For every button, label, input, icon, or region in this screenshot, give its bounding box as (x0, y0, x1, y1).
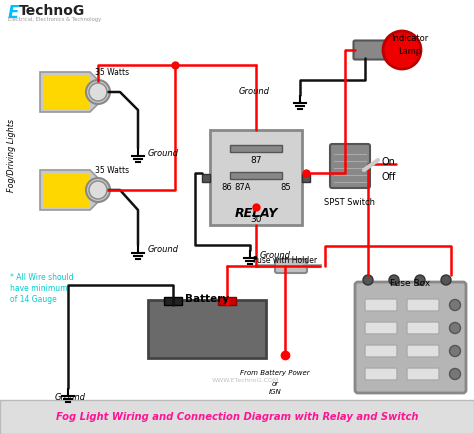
Text: Ground: Ground (148, 246, 179, 254)
Text: Electrical, Electronics & Technology: Electrical, Electronics & Technology (8, 17, 101, 22)
FancyBboxPatch shape (230, 172, 282, 179)
FancyBboxPatch shape (218, 297, 236, 305)
Text: Lamp: Lamp (398, 47, 422, 56)
Text: 85: 85 (280, 183, 291, 192)
Text: From Battery Power: From Battery Power (240, 370, 310, 376)
Text: 86: 86 (221, 183, 232, 192)
Circle shape (441, 275, 451, 285)
Text: E: E (8, 4, 19, 22)
FancyBboxPatch shape (365, 322, 397, 334)
Circle shape (389, 275, 399, 285)
FancyBboxPatch shape (230, 145, 282, 152)
Text: of 14 Gauge: of 14 Gauge (10, 295, 57, 304)
Text: have minimum: have minimum (10, 284, 67, 293)
Text: 35 Watts: 35 Watts (95, 68, 129, 77)
FancyBboxPatch shape (365, 368, 397, 380)
FancyBboxPatch shape (407, 368, 439, 380)
FancyBboxPatch shape (407, 322, 439, 334)
Text: 30: 30 (250, 215, 262, 224)
Circle shape (449, 299, 461, 310)
FancyBboxPatch shape (365, 345, 397, 357)
Text: Ground: Ground (239, 88, 270, 96)
Text: or: or (272, 381, 279, 387)
Circle shape (449, 345, 461, 356)
Polygon shape (43, 173, 90, 207)
Text: Ground: Ground (148, 148, 179, 158)
Polygon shape (40, 72, 98, 112)
Circle shape (89, 83, 107, 101)
FancyBboxPatch shape (354, 40, 389, 59)
Text: Indicator: Indicator (392, 34, 428, 43)
Text: Fuse Box: Fuse Box (391, 279, 430, 288)
Circle shape (89, 181, 107, 199)
Text: WWW.ETechnoG.COM: WWW.ETechnoG.COM (369, 352, 428, 358)
FancyBboxPatch shape (330, 144, 370, 188)
Text: Fog Light Wiring and Connection Diagram with Relay and Switch: Fog Light Wiring and Connection Diagram … (56, 412, 418, 422)
FancyBboxPatch shape (407, 299, 439, 311)
Polygon shape (43, 75, 90, 109)
Circle shape (86, 178, 110, 202)
Circle shape (363, 275, 373, 285)
Text: On: On (382, 157, 396, 167)
FancyBboxPatch shape (407, 345, 439, 357)
Polygon shape (40, 170, 98, 210)
Text: Battery: Battery (185, 294, 229, 304)
Text: Ground: Ground (55, 394, 86, 402)
Text: Fuse with Holder: Fuse with Holder (253, 256, 317, 265)
Text: * All Wire should: * All Wire should (10, 273, 73, 282)
Circle shape (86, 80, 110, 104)
Text: TechnoG: TechnoG (19, 4, 85, 18)
Circle shape (415, 275, 425, 285)
FancyBboxPatch shape (355, 282, 466, 393)
Text: 35 Watts: 35 Watts (95, 166, 129, 175)
FancyBboxPatch shape (148, 300, 266, 358)
FancyBboxPatch shape (202, 174, 210, 181)
Text: Ground: Ground (260, 250, 291, 260)
FancyBboxPatch shape (365, 299, 397, 311)
Text: 87: 87 (250, 156, 262, 165)
Text: Off: Off (382, 172, 396, 182)
Text: RELAY: RELAY (234, 207, 278, 220)
Text: Fog/Driving Lights: Fog/Driving Lights (8, 118, 17, 191)
FancyBboxPatch shape (302, 174, 310, 181)
FancyBboxPatch shape (275, 259, 307, 273)
Circle shape (383, 31, 421, 69)
FancyBboxPatch shape (164, 297, 182, 305)
Text: SPST Switch: SPST Switch (325, 198, 375, 207)
Text: IGN: IGN (269, 389, 282, 395)
FancyBboxPatch shape (0, 400, 474, 434)
Circle shape (449, 322, 461, 333)
Circle shape (449, 368, 461, 379)
FancyBboxPatch shape (210, 130, 302, 225)
Text: WWW.ETechnoG.COM: WWW.ETechnoG.COM (211, 378, 279, 382)
Text: 87A: 87A (234, 183, 250, 192)
